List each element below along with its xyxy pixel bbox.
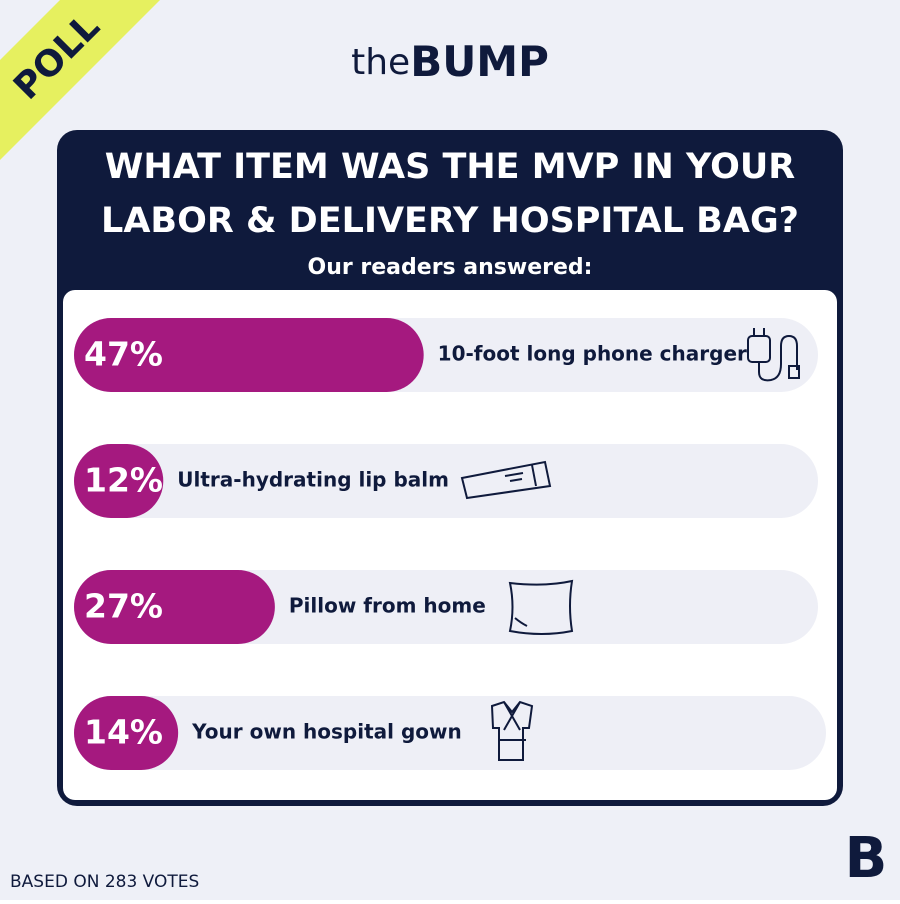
bar-track xyxy=(74,696,826,770)
value-label: 47% xyxy=(84,335,163,374)
value-label: 27% xyxy=(84,587,163,626)
category-label: Ultra-hydrating lip balm xyxy=(177,468,449,492)
icons xyxy=(460,328,800,761)
card-body xyxy=(63,290,837,800)
lipbalm-detail xyxy=(504,464,537,487)
bar-track xyxy=(74,444,818,518)
bars: 47% 10-foot long phone charger 12% Ultra-hy… xyxy=(74,318,826,770)
value-label: 14% xyxy=(84,713,163,752)
bar xyxy=(74,318,424,392)
pillow-icon xyxy=(508,579,574,635)
logo-name: BUMP xyxy=(410,37,549,86)
pillow-detail xyxy=(514,617,528,627)
badge-cut xyxy=(0,0,60,60)
logo: theBUMP xyxy=(351,37,549,86)
charger-plug xyxy=(788,365,800,379)
gown-icon xyxy=(490,700,534,761)
chart-subtitle: Our readers answered: xyxy=(308,255,593,280)
category-label: 10-foot long phone charger xyxy=(438,342,747,366)
footer: BASED ON 283 VOTES xyxy=(10,872,199,892)
charger-cord xyxy=(753,328,798,382)
logo-prefix: the xyxy=(351,42,410,83)
category-label: Your own hospital gown xyxy=(191,720,462,744)
category-label: Pillow from home xyxy=(289,594,486,618)
bar xyxy=(74,444,164,518)
value-label: 12% xyxy=(84,461,163,500)
title-box: WHAT ITEM WAS THE MVP IN YOUR LABOR & DE… xyxy=(101,147,799,241)
chart-title: WHAT ITEM WAS THE MVP IN YOUR LABOR & DE… xyxy=(101,147,799,241)
lipbalm-icon xyxy=(460,460,552,500)
bar xyxy=(74,570,275,644)
bar xyxy=(74,696,179,770)
gown-detail xyxy=(498,701,526,741)
badge-band xyxy=(0,0,160,160)
logo-mark: B xyxy=(845,826,888,891)
